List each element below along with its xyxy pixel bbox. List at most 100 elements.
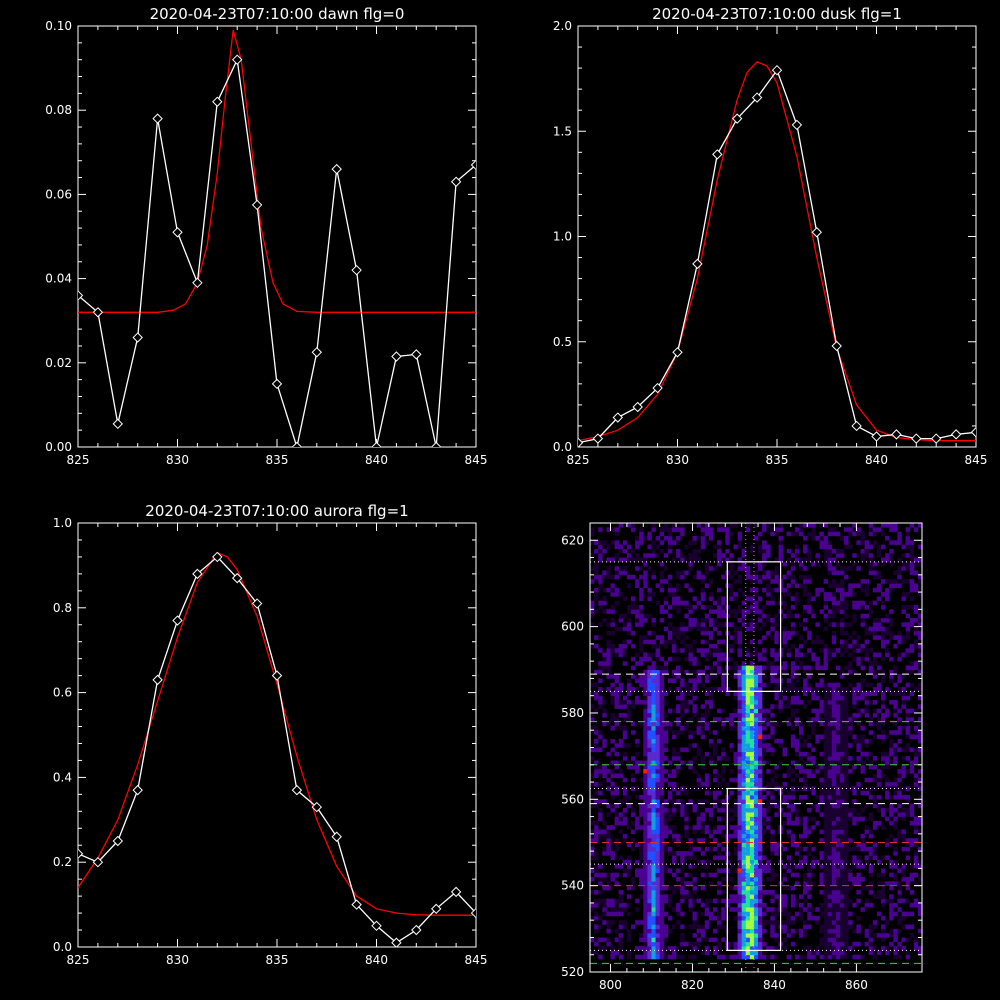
heatmap-pixel [840,920,845,925]
heatmap-pixel [602,885,607,891]
heatmap-pixel [856,605,861,610]
heatmap-pixel [639,609,644,614]
heatmap-pixel [782,605,787,610]
heatmap-pixel [749,946,755,951]
heatmap-pixel [868,890,874,895]
heatmap-pixel [745,851,751,856]
heatmap-pixel [594,669,599,675]
heatmap-pixel [864,613,869,619]
heatmap-pixel [631,760,636,766]
heatmap-pixel [872,795,878,800]
heatmap-pixel [774,579,779,584]
heatmap-pixel [819,777,824,783]
heatmap-pixel [823,915,828,921]
heatmap-pixel [741,734,747,740]
heatmap-pixel [622,790,628,796]
heatmap-pixel [704,605,710,610]
heatmap-pixel [848,527,853,532]
heatmap-pixel [889,738,894,744]
heatmap-pixel [655,786,660,791]
heatmap-pixel [659,803,665,809]
y-tick-label: 0.4 [53,770,72,784]
heatmap-pixel [840,760,845,766]
heatmap-pixel [672,540,677,545]
heatmap-pixel [881,557,886,563]
heatmap-pixel [819,941,824,947]
heatmap-pixel [737,643,742,649]
heatmap-pixel [864,751,869,757]
heatmap-pixel [823,613,828,619]
heatmap-pixel [844,868,849,873]
heatmap-pixel [754,570,759,576]
heatmap-pixel [786,682,792,688]
heatmap-pixel [733,777,738,783]
heatmap-pixel [823,553,828,558]
heatmap-pixel [913,872,919,878]
heatmap-pixel [762,574,767,580]
heatmap-pixel [868,928,874,934]
heatmap-pixel [754,799,759,804]
heatmap-pixel [844,721,849,727]
heatmap-pixel [852,859,857,865]
heatmap-pixel [897,773,902,778]
heatmap-pixel [749,725,755,731]
heatmap-pixel [626,859,632,865]
heatmap-pixel [794,674,800,679]
heatmap-pixel [917,544,923,550]
heatmap-pixel [786,570,792,576]
heatmap-pixel [749,790,755,796]
heatmap-pixel [762,920,767,925]
heatmap-pixel [823,851,828,856]
heatmap-pixel [835,907,841,912]
heatmap-pixel [610,527,615,532]
heatmap-pixel [778,544,783,550]
heatmap-pixel [643,656,648,662]
heatmap-pixel [651,665,656,671]
heatmap-pixel [852,816,857,822]
heatmap-pixel [876,548,882,554]
heatmap-pixel [741,600,747,606]
heatmap-pixel [774,622,779,627]
heatmap-pixel [868,553,874,558]
heatmap-pixel [770,868,775,873]
heatmap-pixel [864,859,869,865]
heatmap-pixel [897,566,902,571]
heatmap-pixel [618,682,624,688]
heatmap-pixel [618,760,624,766]
heatmap-pixel [651,652,656,658]
heatmap-pixel [860,738,865,744]
heatmap-pixel [692,669,697,675]
heatmap-pixel [889,618,894,623]
heatmap-pixel [708,596,714,601]
heatmap-pixel [651,933,656,938]
heatmap-pixel [913,570,919,576]
heatmap-pixel [602,570,607,576]
heatmap-pixel [676,842,681,848]
heatmap-pixel [893,911,898,917]
heatmap-pixel [881,756,886,761]
heatmap-pixel [713,730,718,735]
heatmap-pixel [655,652,660,658]
heatmap-pixel [717,523,722,528]
heatmap-pixel [594,864,599,869]
heatmap-pixel [737,695,742,701]
heatmap-pixel [741,674,747,679]
heatmap-pixel [688,566,693,571]
heatmap-pixel [758,678,763,683]
heatmap-pixel [749,700,755,705]
heatmap-pixel [672,946,677,951]
heatmap-pixel [737,648,742,653]
heatmap-pixel [737,751,742,757]
heatmap-pixel [594,915,599,921]
heatmap-pixel [881,937,886,943]
heatmap-pixel [811,523,816,528]
heatmap-pixel [639,760,644,766]
heatmap-pixel [823,864,828,869]
heatmap-pixel [905,540,910,545]
heatmap-pixel [827,790,833,796]
heatmap-pixel [737,859,742,865]
heatmap-pixel [758,820,763,826]
heatmap-pixel [807,548,812,554]
heatmap-pixel [708,790,714,796]
heatmap-pixel [663,820,669,826]
